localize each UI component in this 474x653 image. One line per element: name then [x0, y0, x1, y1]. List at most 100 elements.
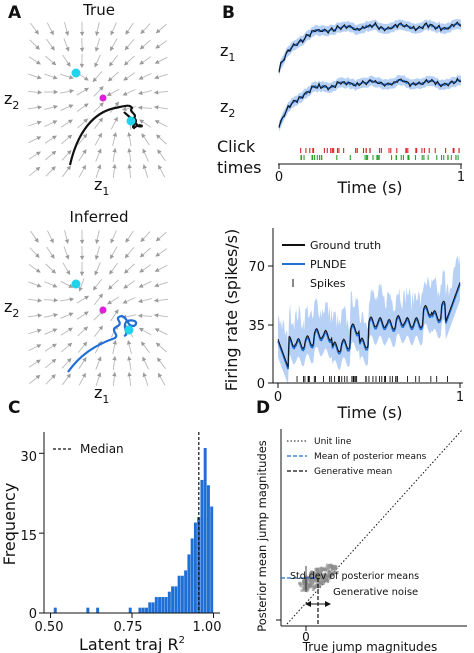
stream-line [137, 313, 153, 319]
scatter-point [316, 567, 320, 571]
stream-line [78, 278, 85, 292]
stream-line [78, 372, 86, 386]
stream-line [125, 22, 134, 35]
stream-line [127, 147, 132, 163]
stream-line [92, 71, 103, 83]
stream-line [95, 230, 100, 245]
panel-b-top-xtick-1: 1 [457, 170, 465, 185]
scatter-point [333, 570, 338, 574]
rate-truth-trace [277, 282, 461, 368]
panel-a-top-title: True [82, 1, 115, 19]
legend-unit-line: Unit line [314, 437, 352, 447]
stream-line [46, 230, 54, 244]
stream-line [94, 293, 103, 306]
hist-bar [154, 597, 158, 613]
stream-line [93, 85, 104, 97]
z1-true-trace [278, 21, 462, 73]
hist-xtick-050: 0.50 [35, 620, 64, 635]
saddle-point [99, 94, 107, 102]
stream-line [64, 230, 70, 245]
saddle-point-inferred [99, 306, 107, 314]
stream-line [158, 164, 166, 178]
scatter-point [300, 588, 304, 593]
stream-line [125, 230, 134, 243]
click-label-line1: Click [217, 137, 256, 156]
hist-bar [138, 607, 142, 613]
hist-bar [151, 602, 155, 613]
stream-line [155, 23, 167, 34]
hist-bar [200, 479, 204, 613]
stream-line [44, 120, 58, 127]
stream-line [28, 359, 41, 368]
stream-line [153, 313, 169, 318]
scatter-point [327, 577, 331, 581]
stream-line [27, 313, 43, 318]
stream-line [127, 355, 132, 370]
stream-line [127, 131, 132, 146]
stream-line [153, 105, 168, 110]
stream-line [29, 247, 40, 259]
stream-line [124, 39, 135, 51]
stream-line [153, 90, 169, 95]
stream-line [27, 298, 43, 303]
stream-line [45, 150, 57, 161]
stream-line [62, 54, 71, 67]
stream-line [94, 132, 102, 146]
stream-line [112, 131, 118, 146]
stream-line [44, 73, 58, 80]
hist-bar [96, 607, 100, 613]
stream-line [93, 117, 104, 130]
stream-line [107, 71, 119, 82]
stream-line [28, 136, 42, 144]
panel-a-top-ylabel: z2 [4, 89, 19, 112]
scatter-point [311, 578, 316, 582]
stream-line [124, 247, 135, 259]
scatter-point [320, 579, 324, 583]
stream-line [78, 149, 87, 162]
rate-ytick-70: 70 [248, 260, 265, 275]
stream-line [62, 262, 71, 276]
legend-plnde: PLNDE [310, 258, 346, 271]
rate-ytick-35: 35 [248, 319, 265, 334]
rate-credible-band [278, 255, 460, 383]
scatter-point [306, 588, 310, 592]
rate-xtick-0: 0 [274, 390, 282, 405]
stream-line [110, 246, 118, 260]
hist-bar [206, 485, 210, 613]
hist-bar [187, 554, 191, 613]
stream-line [95, 356, 102, 370]
z2-credible-band [279, 74, 461, 132]
stream-line [123, 55, 135, 66]
stream-line [45, 263, 57, 274]
stream-line [95, 22, 100, 37]
hist-bar [161, 597, 165, 613]
hist-bar [86, 607, 90, 613]
legend-generative-mean: Generative mean [314, 467, 392, 477]
stream-line [142, 372, 149, 386]
stream-line [123, 72, 136, 81]
scatter-point [325, 574, 329, 578]
stream-line [154, 56, 168, 64]
hist-bar [145, 607, 148, 613]
annot-generative-noise: Generative noise [333, 587, 418, 598]
stream-line [123, 280, 136, 289]
stream-line [94, 54, 101, 68]
unit-line [286, 429, 463, 625]
hist-bar [190, 538, 194, 613]
stream-line [137, 298, 152, 304]
true-latent-trajectory [68, 104, 143, 166]
stream-line [140, 231, 151, 243]
stream-line [112, 339, 117, 354]
panel-b-top-xlabel: Time (s) [336, 178, 402, 197]
stream-line [28, 328, 42, 335]
stream-line [93, 102, 104, 113]
stream-line [46, 38, 55, 51]
streamplot-inferred [27, 229, 169, 387]
stream-line [138, 281, 152, 288]
stream-line [76, 295, 90, 304]
hist-bar [197, 517, 201, 613]
stream-line [28, 73, 42, 80]
stream-line [60, 73, 74, 80]
latent-timeseries [278, 19, 462, 132]
